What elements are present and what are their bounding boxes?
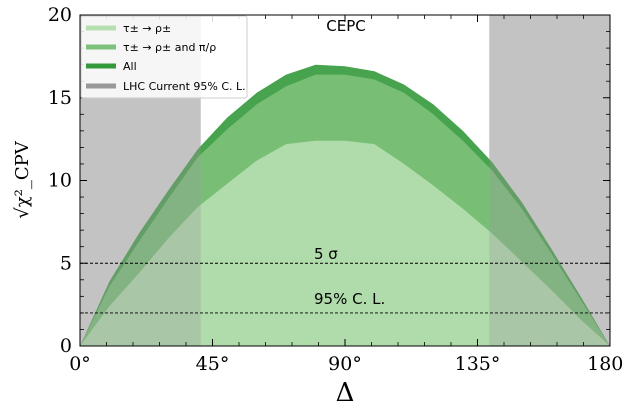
legend: τ± → ρ± τ± → ρ± and π/ρ All LHC Current … (80, 15, 248, 99)
y-tick-label: 15 (48, 87, 72, 109)
x-tick-label: 90° (328, 353, 362, 375)
y-tick-label: 0 (60, 335, 72, 357)
x-tick-label: 135° (455, 353, 501, 375)
ref-label-5sigma: 5 σ (314, 245, 338, 263)
y-tick-label: 10 (48, 170, 72, 192)
legend-label-lhc: LHC Current 95% C. L. (123, 80, 246, 93)
legend-label-rho: τ± → ρ± (123, 22, 171, 35)
y-axis-title: √χ²_CPV (12, 140, 33, 218)
ref-label-95cl: 95% C. L. (314, 290, 385, 308)
chart-title: CEPC (326, 17, 365, 35)
x-tick-label: 180° (587, 353, 624, 375)
legend-box (80, 15, 248, 99)
x-tick-label: 0° (69, 353, 91, 375)
plot-frame (79, 14, 611, 347)
series-area-rho (80, 140, 610, 346)
y-tick-label: 5 (60, 252, 72, 274)
legend-label-rho-pi: τ± → ρ± and π/ρ (123, 41, 216, 54)
legend-label-all: All (123, 60, 137, 73)
x-axis-title: Δ (336, 378, 355, 406)
lhc-excluded-overlay (489, 15, 610, 346)
x-tick-label: 45° (196, 353, 230, 375)
y-tick-label: 20 (48, 4, 72, 26)
